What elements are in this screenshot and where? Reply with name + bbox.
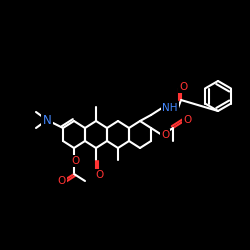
Text: O: O — [71, 156, 79, 166]
Text: O: O — [179, 82, 187, 92]
Text: O: O — [183, 115, 191, 125]
Text: NH: NH — [162, 103, 178, 113]
Text: O: O — [95, 170, 103, 180]
Text: O: O — [161, 130, 169, 140]
Text: N: N — [42, 114, 51, 126]
Text: O: O — [58, 176, 66, 186]
